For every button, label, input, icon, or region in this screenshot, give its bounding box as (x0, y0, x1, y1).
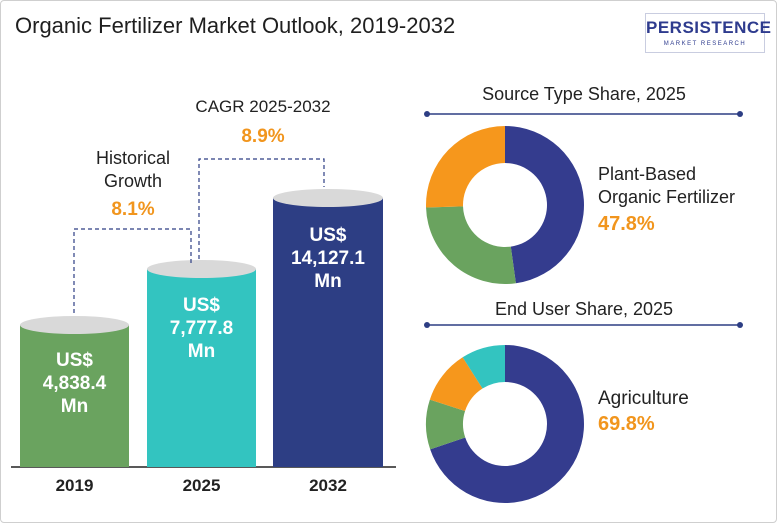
end-user-divider-right-dot (737, 322, 743, 328)
source-type-donut-title: Source Type Share, 2025 (482, 84, 686, 104)
bar-2025-value-line1: US$ (183, 295, 220, 316)
bar-2019-top (20, 316, 129, 334)
cagr-label: CAGR 2025-2032 (195, 97, 330, 116)
bar-chart: US$ 4,838.4 Mn 2019 US$ 7,777.8 Mn 2025 … (11, 97, 396, 495)
historical-growth-annotation: Historical Growth 8.1% (73, 148, 192, 313)
logo-tagline: MARKET RESEARCH (663, 41, 747, 47)
bar-2025-top (147, 260, 256, 278)
bar-2032-value-line3: Mn (314, 271, 341, 292)
end-user-donut-section: End User Share, 2025 Agriculture 69.8% (424, 299, 743, 503)
bar-2032-top (273, 189, 383, 207)
bar-2025-body (147, 269, 256, 467)
end-user-donut (426, 345, 585, 503)
end-user-highlight-label: Agriculture (598, 388, 689, 409)
x-tick-2025: 2025 (183, 476, 221, 495)
cagr-value: 8.9% (241, 126, 284, 147)
bar-2019-value-line2: 4,838.4 (43, 373, 107, 394)
logo-wordmark: PERSISTENCE (646, 18, 772, 37)
bar-2019-body (20, 325, 129, 467)
x-tick-2032: 2032 (309, 476, 347, 495)
bar-2019-value-line3: Mn (61, 396, 88, 417)
source-type-donut-slice-3 (426, 126, 505, 208)
bar-2032-value-line1: US$ (310, 225, 347, 246)
end-user-donut-slice-1 (430, 345, 585, 503)
source-type-highlight-label-line1: Plant-Based (598, 164, 696, 184)
end-user-donut-slice-4 (462, 345, 505, 389)
source-type-divider-right-dot (737, 111, 743, 117)
source-type-donut (426, 126, 585, 284)
historical-growth-connector (73, 228, 192, 313)
bar-2025: US$ 7,777.8 Mn 2025 (147, 260, 256, 495)
source-type-donut-section: Source Type Share, 2025 Plant-Based Orga… (424, 84, 743, 284)
source-type-highlight-label-line2: Organic Fertilizer (598, 187, 735, 207)
bar-2019: US$ 4,838.4 Mn 2019 (20, 316, 129, 495)
source-type-divider-left-dot (424, 111, 430, 117)
bar-2019-value-line1: US$ (56, 350, 93, 371)
end-user-donut-slice-3 (429, 357, 483, 412)
source-type-highlight-value: 47.8% (598, 213, 655, 235)
source-type-donut-slice-2 (426, 206, 516, 284)
historical-growth-value: 8.1% (111, 199, 154, 220)
bar-2025-value-line2: 7,777.8 (170, 318, 233, 339)
company-logo: PERSISTENCE MARKET RESEARCH (645, 13, 772, 53)
bar-2032-body (273, 198, 383, 467)
bar-2032: US$ 14,127.1 Mn 2032 (273, 189, 383, 495)
bar-2025-value-line3: Mn (188, 341, 215, 362)
cagr-connector (198, 158, 325, 259)
end-user-divider-left-dot (424, 322, 430, 328)
x-tick-2019: 2019 (56, 476, 94, 495)
end-user-donut-slice-2 (426, 399, 466, 450)
historical-growth-label-line2: Growth (104, 171, 162, 191)
end-user-highlight-value: 69.8% (598, 413, 655, 435)
historical-growth-label-line1: Historical (96, 148, 170, 168)
source-type-donut-slice-1 (505, 126, 585, 284)
cagr-annotation: CAGR 2025-2032 8.9% (195, 97, 331, 259)
end-user-donut-title: End User Share, 2025 (495, 299, 673, 319)
page-title: Organic Fertilizer Market Outlook, 2019-… (15, 13, 456, 38)
bar-2032-value-line2: 14,127.1 (291, 248, 365, 269)
